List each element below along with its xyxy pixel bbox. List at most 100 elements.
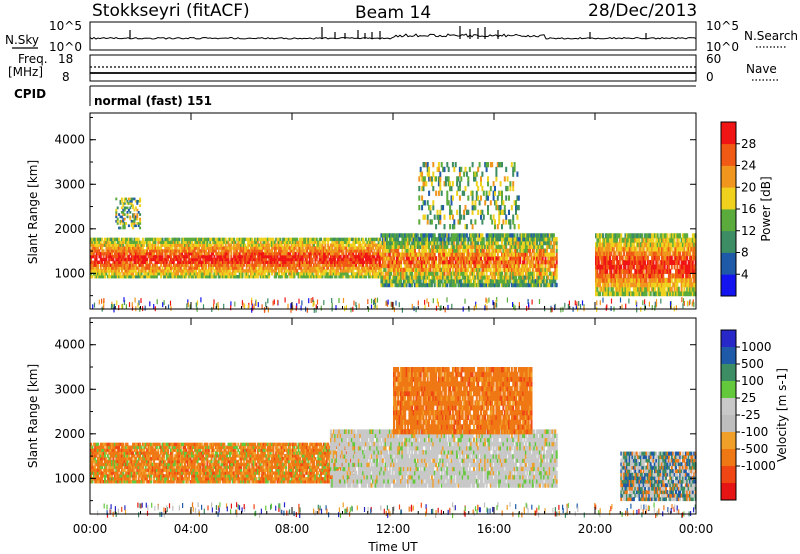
- heatmap-cell: [130, 246, 133, 250]
- heatmap-cell: [221, 249, 224, 253]
- heatmap-cell: [414, 237, 416, 242]
- heatmap-cell: [130, 263, 133, 267]
- heatmap-cell: [193, 269, 196, 273]
- heatmap-cell: [508, 240, 510, 246]
- heatmap-cell: [91, 266, 94, 270]
- heatmap-cell: [336, 266, 339, 270]
- heatmap-cell: [120, 237, 123, 242]
- heatmap-cell: [390, 263, 393, 269]
- heatmap-cell: [186, 246, 189, 250]
- heatmap-cell: [517, 240, 520, 246]
- heatmap-cell: [395, 260, 398, 265]
- heatmap-cell: [300, 257, 303, 262]
- heatmap-cell: [473, 282, 475, 288]
- heatmap-cell: [421, 185, 424, 192]
- heatmap-cell: [463, 237, 466, 242]
- heatmap-cell: [509, 248, 512, 253]
- heatmap-cell: [299, 275, 301, 279]
- heatmap-cell: [168, 240, 171, 244]
- heatmap-cell: [604, 233, 607, 239]
- heatmap-cell: [287, 243, 290, 247]
- heatmap-cell: [265, 252, 268, 256]
- heatmap-cell: [498, 233, 501, 238]
- heatmap-cell: [321, 243, 324, 247]
- heatmap-cell: [495, 263, 498, 269]
- heatmap-cell: [329, 275, 332, 279]
- heatmap-cell: [185, 269, 188, 273]
- heatmap-cell: [481, 240, 484, 246]
- heatmap-cell: [98, 249, 101, 253]
- heatmap-cell: [418, 267, 421, 272]
- heatmap-cell: [446, 240, 449, 246]
- heatmap-cell: [251, 272, 254, 276]
- heatmap-cell: [390, 267, 393, 272]
- heatmap-cell: [437, 237, 440, 242]
- heatmap-cell: [172, 252, 175, 256]
- heatmap-cell: [181, 275, 184, 279]
- heatmap-cell: [212, 237, 214, 242]
- heatmap-cell: [515, 267, 517, 272]
- heatmap-cell: [621, 277, 624, 283]
- heatmap-cell: [487, 181, 489, 187]
- heatmap-cell: [618, 268, 621, 274]
- heatmap-cell: [411, 275, 414, 280]
- heatmap-cell: [423, 237, 426, 242]
- heatmap-cell: [349, 252, 352, 256]
- heatmap-cell: [256, 243, 259, 247]
- heatmap-cell: [492, 252, 495, 257]
- heatmap-cell: [95, 237, 98, 242]
- heatmap-cell: [393, 267, 395, 272]
- heatmap-cell: [523, 244, 526, 249]
- heatmap-cell: [442, 248, 445, 253]
- heatmap-cell: [617, 246, 620, 252]
- heatmap-cell: [210, 272, 213, 276]
- heatmap-cell: [339, 240, 342, 244]
- heatmap-cell: [494, 271, 496, 276]
- heatmap-cell: [463, 263, 466, 269]
- heatmap-cell: [538, 263, 541, 269]
- heatmap-cell: [407, 237, 409, 242]
- heatmap-cell: [480, 248, 482, 253]
- heatmap-cell: [419, 240, 422, 246]
- heatmap-cell: [519, 260, 522, 265]
- heatmap-cell: [345, 269, 348, 273]
- heatmap-cell: [300, 266, 303, 270]
- heatmap-cell: [607, 277, 610, 283]
- heatmap-cell: [446, 267, 449, 272]
- heatmap-cell: [516, 252, 519, 257]
- heatmap-cell: [440, 244, 443, 249]
- heatmap-cell: [352, 260, 355, 264]
- heatmap-cell: [473, 171, 475, 177]
- heatmap-cell: [425, 279, 428, 284]
- heatmap-cell: [387, 282, 390, 288]
- heatmap-cell: [447, 166, 450, 173]
- heatmap-cell: [457, 244, 460, 249]
- heatmap-cell: [104, 240, 106, 244]
- heatmap-cell: [172, 272, 175, 276]
- heatmap-cell: [498, 282, 501, 288]
- heatmap-cell: [307, 269, 310, 273]
- heatmap-cell: [419, 244, 422, 249]
- heatmap-cell: [632, 264, 635, 270]
- heatmap-cell: [473, 279, 475, 284]
- heatmap-cell: [116, 260, 119, 264]
- heatmap-cell: [105, 246, 108, 250]
- heatmap-cell: [118, 237, 121, 242]
- heatmap-cell: [473, 240, 475, 246]
- heatmap-cell: [137, 237, 140, 242]
- heatmap-cell: [429, 248, 432, 253]
- heatmap-cell: [112, 266, 115, 270]
- heatmap-cell: [456, 240, 459, 246]
- heatmap-cell: [329, 260, 332, 264]
- heatmap-cell: [191, 272, 193, 276]
- heatmap-cell: [141, 260, 144, 264]
- heatmap-cell: [522, 263, 525, 269]
- heatmap-cell: [394, 248, 397, 253]
- heatmap-cell: [178, 249, 181, 253]
- heatmap-cell: [115, 254, 118, 259]
- heatmap-cell: [443, 248, 446, 253]
- heatmap-cell: [240, 260, 243, 264]
- heatmap-cell: [599, 246, 602, 252]
- heatmap-cell: [174, 240, 177, 244]
- nsky-tick-top: 10^5: [49, 19, 82, 33]
